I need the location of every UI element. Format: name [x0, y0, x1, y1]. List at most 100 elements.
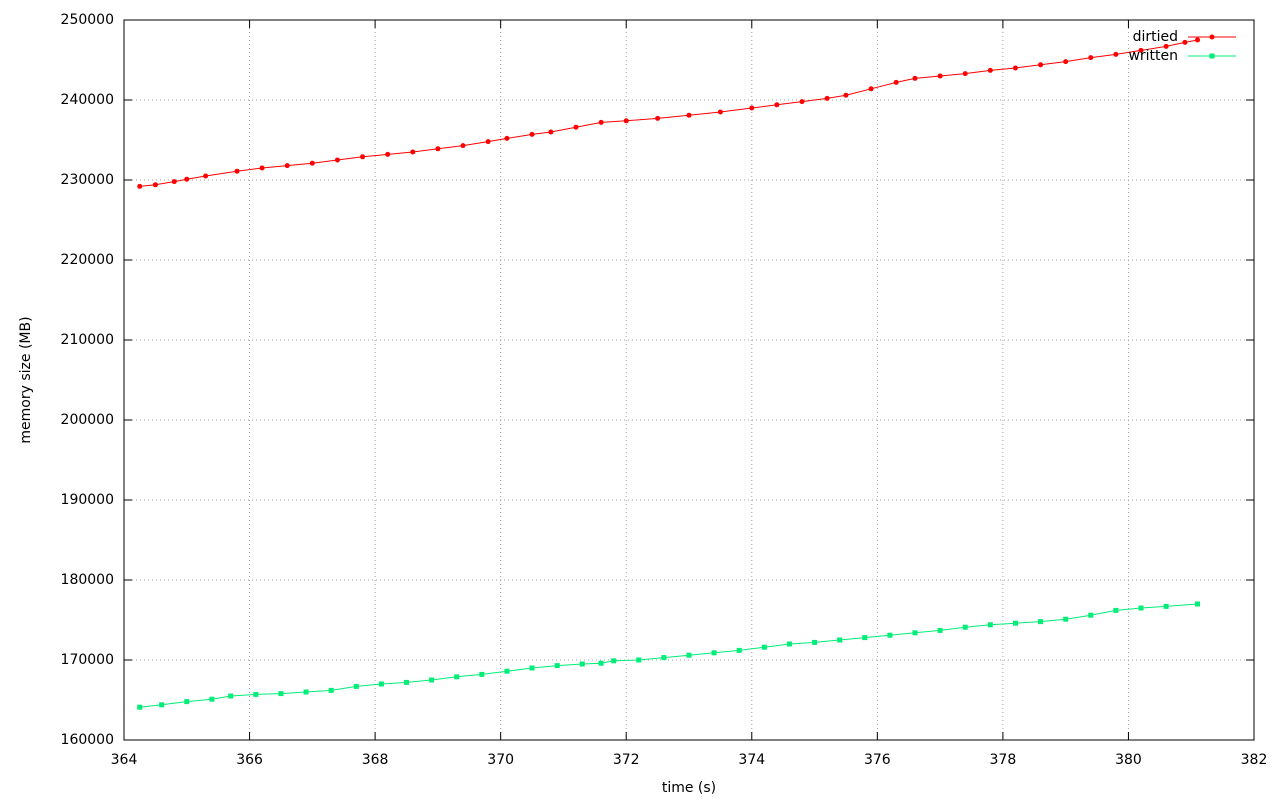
data-point: [824, 95, 830, 101]
data-point: [504, 668, 510, 674]
data-point: [479, 671, 485, 677]
data-point: [912, 630, 918, 636]
x-tick-label: 376: [864, 752, 891, 768]
data-point: [711, 650, 717, 656]
data-point: [1163, 603, 1169, 609]
data-point: [1038, 619, 1044, 625]
data-point: [1138, 47, 1144, 53]
data-point: [661, 655, 667, 661]
data-point: [862, 635, 868, 641]
data-point: [1063, 59, 1069, 65]
data-point: [573, 124, 579, 130]
data-point: [485, 139, 491, 145]
data-point: [761, 644, 767, 650]
data-point: [962, 71, 968, 77]
data-point: [1195, 37, 1200, 43]
data-point: [1088, 55, 1094, 61]
data-point: [1138, 605, 1144, 611]
data-point: [636, 657, 642, 663]
data-point: [786, 641, 792, 647]
data-point: [548, 129, 554, 135]
data-point: [611, 658, 617, 664]
data-point: [1012, 620, 1018, 626]
data-point: [259, 165, 265, 171]
y-tick-label: 170000: [61, 652, 114, 668]
y-tick-label: 230000: [61, 172, 114, 188]
data-point: [529, 131, 535, 137]
y-tick-label: 220000: [61, 252, 114, 268]
data-point: [686, 652, 692, 658]
x-tick-label: 364: [111, 752, 138, 768]
data-point: [799, 99, 805, 105]
data-point: [937, 73, 943, 79]
data-point: [284, 163, 290, 169]
data-point: [504, 135, 510, 141]
y-tick-label: 250000: [61, 12, 114, 28]
legend-label: dirtied: [1133, 29, 1178, 45]
data-point: [137, 183, 143, 189]
data-point: [529, 665, 535, 671]
data-point: [1182, 39, 1188, 45]
data-point: [228, 693, 234, 699]
data-point: [812, 639, 818, 645]
data-point: [1195, 601, 1200, 607]
data-point: [749, 105, 755, 111]
x-tick-label: 380: [1115, 752, 1142, 768]
data-point: [360, 154, 366, 160]
data-point: [623, 118, 629, 124]
data-point: [598, 660, 604, 666]
x-tick-label: 374: [738, 752, 765, 768]
data-point: [184, 699, 190, 705]
x-tick-label: 366: [236, 752, 263, 768]
data-point: [137, 704, 143, 710]
x-tick-label: 370: [487, 752, 514, 768]
data-point: [774, 102, 780, 108]
data-point: [579, 661, 585, 667]
y-tick-label: 210000: [61, 332, 114, 348]
data-point: [253, 691, 259, 697]
legend-marker: [1209, 34, 1215, 40]
data-point: [962, 624, 968, 630]
data-point: [410, 149, 416, 155]
data-point: [1012, 65, 1018, 71]
x-tick-label: 378: [990, 752, 1017, 768]
data-point: [837, 637, 843, 643]
data-point: [429, 677, 435, 683]
data-point: [454, 674, 460, 680]
data-point: [655, 115, 661, 121]
data-point: [404, 679, 409, 685]
data-point: [1063, 616, 1069, 622]
data-point: [554, 663, 560, 669]
data-point: [385, 151, 391, 157]
data-point: [334, 157, 340, 163]
data-point: [987, 67, 993, 73]
data-point: [987, 622, 993, 628]
data-point: [1163, 43, 1169, 49]
y-tick-label: 180000: [61, 572, 114, 588]
data-point: [203, 173, 209, 179]
data-point: [598, 119, 604, 125]
data-point: [152, 182, 158, 188]
data-point: [868, 86, 874, 92]
y-tick-label: 240000: [61, 92, 114, 108]
y-tick-label: 200000: [61, 412, 114, 428]
data-point: [1038, 62, 1044, 68]
data-point: [353, 683, 359, 689]
data-point: [937, 627, 943, 633]
data-point: [435, 146, 441, 152]
data-point: [309, 160, 315, 166]
x-axis-label: time (s): [662, 780, 716, 796]
data-point: [717, 109, 723, 115]
data-point: [1113, 607, 1119, 613]
data-point: [887, 632, 893, 638]
data-point: [159, 702, 165, 708]
data-point: [209, 696, 215, 702]
x-tick-label: 368: [362, 752, 389, 768]
data-point: [843, 92, 849, 98]
data-point: [1088, 612, 1094, 618]
data-point: [736, 647, 742, 653]
data-point: [328, 687, 334, 693]
data-point: [184, 176, 190, 182]
